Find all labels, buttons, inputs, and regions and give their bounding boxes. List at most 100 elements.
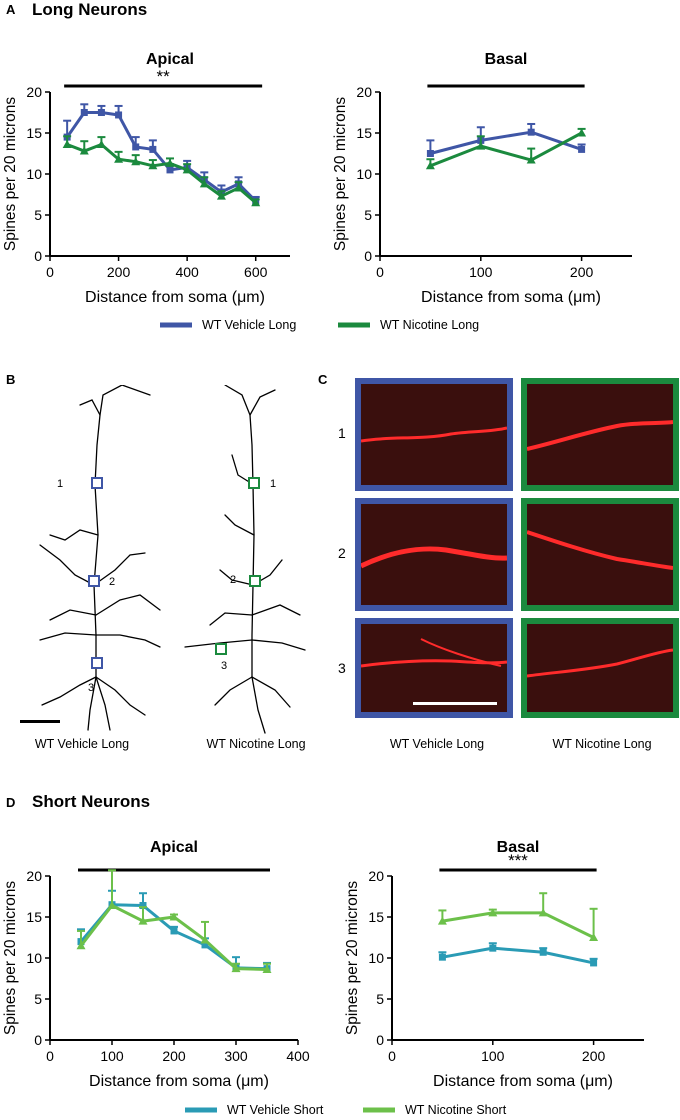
data-point	[589, 933, 599, 941]
section-title-long: Long Neurons	[32, 0, 148, 19]
data-point	[148, 161, 158, 170]
nicotine-neuron-tracing	[184, 385, 306, 734]
caption-b-vehicle: WT Vehicle Long	[34, 737, 130, 751]
y-tick-label: 10	[356, 166, 372, 182]
data-point	[139, 902, 147, 910]
site-marker-vehicle-2	[88, 575, 100, 587]
series-line	[66, 142, 257, 204]
data-point	[488, 908, 498, 917]
y-tick-label: 20	[356, 84, 372, 100]
x-tick-label: 0	[388, 1048, 396, 1064]
x-tick-label: 0	[46, 264, 54, 280]
panel-letter-c: C	[318, 372, 328, 387]
micro-row-label-1: 1	[338, 425, 346, 441]
series-line	[442, 911, 595, 939]
caption-c-vehicle: WT Vehicle Long	[389, 737, 485, 751]
micrograph-vehicle-3	[355, 618, 513, 718]
caption-c-nicotine: WT Nicotine Long	[552, 737, 652, 751]
data-point	[97, 109, 105, 116]
chart-title: Apical	[146, 51, 194, 68]
y-tick-label: 0	[34, 1032, 42, 1048]
data-point	[114, 154, 124, 163]
series-1	[62, 135, 261, 207]
legend-short: WT Vehicle Short WT Nicotine Short	[185, 1103, 507, 1117]
x-tick-label: 400	[286, 1048, 310, 1064]
vehicle-neuron-tracing	[39, 385, 161, 731]
data-point	[216, 191, 226, 200]
site-label-vehicle-2: 2	[109, 576, 116, 588]
data-point	[138, 916, 148, 925]
site-marker-nicotine-3	[215, 643, 227, 655]
y-tick-label: 15	[26, 909, 42, 925]
y-tick-label: 15	[368, 909, 384, 925]
data-point	[526, 155, 536, 164]
data-point	[231, 964, 241, 973]
x-tick-label: 0	[376, 264, 384, 280]
series-line	[429, 131, 583, 168]
micrograph-vehicle-1	[355, 378, 513, 491]
y-tick-label: 0	[376, 1032, 384, 1048]
data-point	[538, 908, 548, 917]
series-0	[63, 103, 260, 205]
micrograph-nicotine-1	[521, 378, 679, 491]
x-tick-label: 600	[244, 264, 268, 280]
legend-long: WT Vehicle Long WT Nicotine Long	[160, 318, 479, 332]
y-axis-label: Spines per 20 microns	[2, 97, 19, 251]
data-point	[132, 143, 140, 151]
data-point	[476, 141, 486, 150]
series-1	[76, 869, 272, 973]
significance-label: ***	[508, 851, 528, 870]
data-point	[149, 145, 157, 153]
legend-label-0: WT Vehicle Short	[227, 1103, 324, 1117]
y-tick-label: 10	[368, 950, 384, 966]
x-tick-label: 200	[162, 1048, 186, 1064]
x-tick-label: 0	[46, 1048, 54, 1064]
data-point	[115, 111, 123, 119]
y-tick-label: 15	[26, 125, 42, 141]
y-tick-label: 5	[364, 207, 372, 223]
data-point	[62, 139, 72, 148]
site-label-nicotine-1: 1	[270, 478, 277, 490]
y-axis-label: Spines per 20 microns	[332, 97, 349, 251]
chart-title: Apical	[150, 839, 198, 856]
micrograph-nicotine-3	[521, 618, 679, 718]
data-point	[577, 128, 587, 137]
site-label-vehicle-1: 1	[57, 478, 64, 490]
series-0	[438, 942, 598, 967]
y-tick-label: 0	[34, 248, 42, 264]
micrograph-vehicle-2	[355, 498, 513, 611]
y-axis-label: Spines per 20 microns	[344, 881, 361, 1035]
panel-letter-a: A	[6, 2, 16, 17]
data-point	[234, 183, 244, 192]
data-point	[182, 165, 192, 174]
site-label-nicotine-3: 3	[221, 660, 228, 672]
x-axis-label: Distance from soma (μm)	[433, 1073, 613, 1090]
series-0	[77, 889, 271, 973]
data-point	[251, 198, 261, 207]
series-1	[425, 127, 587, 170]
y-tick-label: 10	[26, 166, 42, 182]
data-point	[200, 935, 210, 944]
series-line	[65, 111, 257, 203]
data-point	[165, 158, 175, 167]
section-title-short: Short Neurons	[32, 792, 151, 811]
neuron-tracings	[20, 385, 306, 734]
y-tick-label: 5	[34, 991, 42, 1007]
series-line	[430, 130, 583, 155]
scale-bar-c	[413, 702, 497, 705]
micro-row-label-3: 3	[338, 660, 346, 676]
x-tick-label: 300	[224, 1048, 248, 1064]
x-axis-label: Distance from soma (μm)	[85, 289, 265, 306]
x-tick-label: 100	[100, 1048, 124, 1064]
data-point	[166, 166, 174, 174]
x-tick-label: 200	[570, 264, 594, 280]
data-point	[170, 927, 178, 935]
data-point	[527, 128, 535, 136]
data-point	[262, 964, 272, 973]
data-point	[489, 944, 497, 952]
data-point	[76, 941, 86, 950]
data-point	[201, 941, 209, 949]
y-tick-label: 5	[34, 207, 42, 223]
